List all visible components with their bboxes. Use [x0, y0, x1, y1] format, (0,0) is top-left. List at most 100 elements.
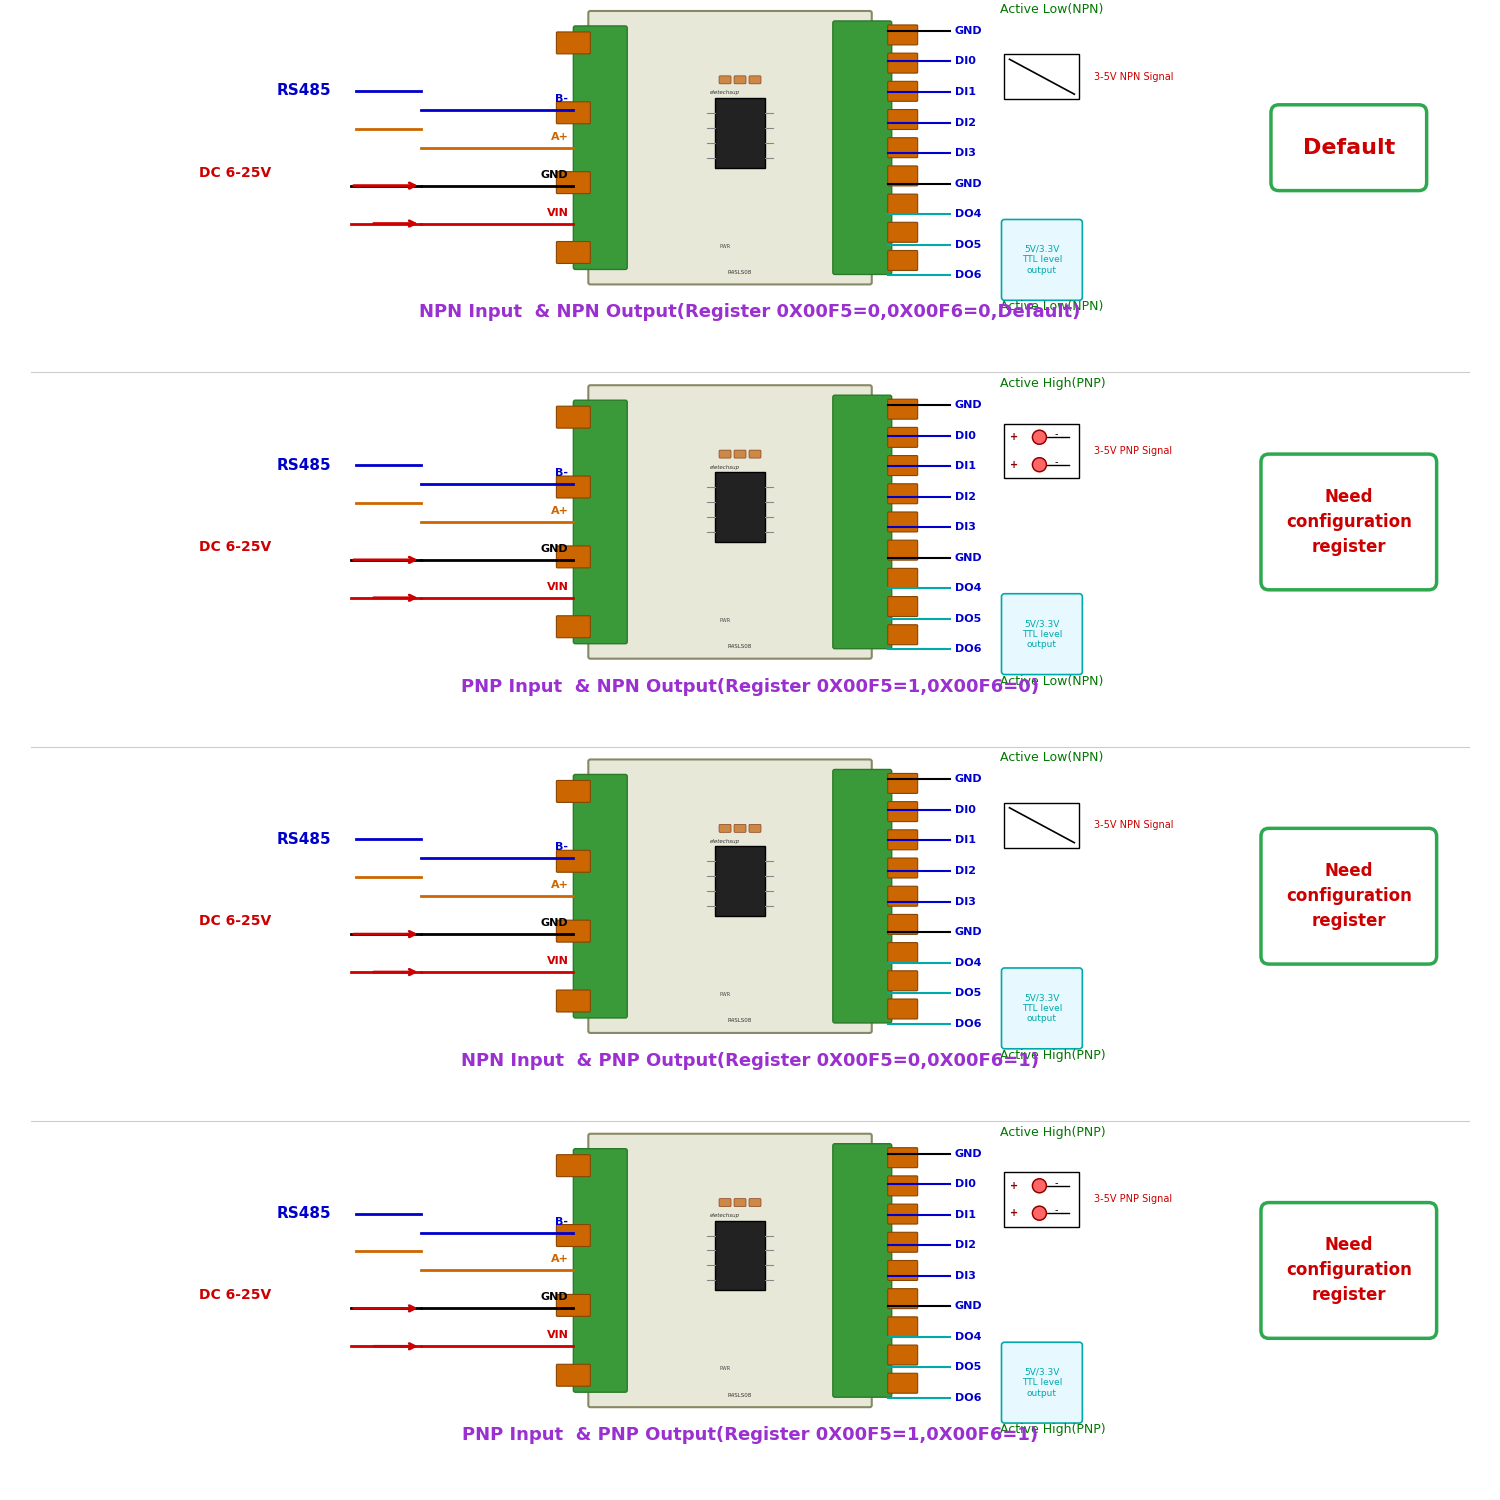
Text: DO4: DO4	[954, 209, 981, 219]
Text: DI0: DI0	[954, 1179, 975, 1190]
FancyBboxPatch shape	[588, 386, 872, 658]
FancyBboxPatch shape	[556, 616, 591, 638]
FancyBboxPatch shape	[888, 1317, 918, 1336]
FancyBboxPatch shape	[888, 251, 918, 270]
FancyBboxPatch shape	[716, 846, 765, 916]
Text: 5V/3.3V
TTL level
output: 5V/3.3V TTL level output	[1022, 1368, 1062, 1398]
FancyBboxPatch shape	[1262, 454, 1437, 590]
Text: DI0: DI0	[954, 57, 975, 66]
FancyBboxPatch shape	[588, 759, 872, 1034]
Text: GND: GND	[954, 178, 982, 189]
Text: B-: B-	[555, 468, 568, 478]
Text: PNP Input  & PNP Output(Register 0X00F5=1,0X00F6=1): PNP Input & PNP Output(Register 0X00F5=1…	[462, 1426, 1038, 1444]
Text: R4SLS08: R4SLS08	[728, 1392, 752, 1398]
Text: PWR: PWR	[720, 992, 730, 998]
Text: 3-5V NPN Signal: 3-5V NPN Signal	[1095, 821, 1174, 830]
FancyBboxPatch shape	[718, 76, 730, 84]
FancyBboxPatch shape	[556, 102, 591, 123]
FancyBboxPatch shape	[748, 450, 760, 458]
FancyBboxPatch shape	[888, 26, 918, 45]
Text: A+: A+	[550, 506, 568, 516]
FancyBboxPatch shape	[556, 850, 591, 873]
Circle shape	[1032, 430, 1047, 444]
FancyBboxPatch shape	[888, 138, 918, 158]
FancyBboxPatch shape	[1270, 105, 1426, 190]
FancyBboxPatch shape	[833, 394, 891, 648]
Text: GND: GND	[540, 1293, 568, 1302]
FancyBboxPatch shape	[1262, 1203, 1437, 1338]
Text: DI0: DI0	[954, 806, 975, 814]
Text: eletechsup: eletechsup	[710, 465, 740, 470]
Text: NPN Input  & PNP Output(Register 0X00F5=0,0X00F6=1): NPN Input & PNP Output(Register 0X00F5=0…	[460, 1052, 1040, 1070]
FancyBboxPatch shape	[556, 920, 591, 942]
FancyBboxPatch shape	[1262, 828, 1437, 964]
FancyBboxPatch shape	[734, 450, 746, 458]
FancyBboxPatch shape	[888, 801, 918, 822]
Text: Active Low(NPN): Active Low(NPN)	[999, 3, 1102, 16]
Text: A+: A+	[550, 132, 568, 141]
Text: +: +	[1011, 432, 1019, 442]
FancyBboxPatch shape	[888, 830, 918, 850]
Text: +: +	[1011, 1208, 1019, 1218]
Text: +: +	[1011, 459, 1019, 470]
Text: DI1: DI1	[954, 87, 975, 98]
Text: DO5: DO5	[954, 1362, 981, 1372]
FancyBboxPatch shape	[888, 568, 918, 588]
FancyBboxPatch shape	[888, 110, 918, 129]
FancyBboxPatch shape	[888, 222, 918, 243]
FancyBboxPatch shape	[888, 512, 918, 532]
FancyBboxPatch shape	[888, 970, 918, 992]
Text: GND: GND	[954, 1302, 982, 1311]
Text: GND: GND	[954, 927, 982, 938]
FancyBboxPatch shape	[556, 1294, 591, 1317]
Text: +: +	[1011, 1180, 1019, 1191]
FancyBboxPatch shape	[573, 1149, 627, 1392]
FancyBboxPatch shape	[734, 1198, 746, 1206]
Text: eletechsup: eletechsup	[710, 1214, 740, 1218]
FancyBboxPatch shape	[888, 915, 918, 934]
Text: RS485: RS485	[276, 833, 332, 848]
Text: GND: GND	[540, 918, 568, 928]
Circle shape	[1032, 458, 1047, 471]
FancyBboxPatch shape	[1005, 423, 1080, 478]
Text: VIN: VIN	[546, 207, 568, 218]
FancyBboxPatch shape	[556, 990, 591, 1012]
FancyBboxPatch shape	[556, 1365, 591, 1386]
Text: R4SLS08: R4SLS08	[728, 1019, 752, 1023]
FancyBboxPatch shape	[716, 1221, 765, 1290]
Text: DC 6-25V: DC 6-25V	[198, 914, 272, 928]
Text: DI3: DI3	[954, 522, 975, 532]
Text: PWR: PWR	[720, 1366, 730, 1371]
FancyBboxPatch shape	[1002, 1342, 1083, 1424]
Text: DI2: DI2	[954, 117, 975, 128]
FancyBboxPatch shape	[734, 76, 746, 84]
Text: RS485: RS485	[276, 458, 332, 472]
Text: VIN: VIN	[546, 1330, 568, 1341]
FancyBboxPatch shape	[716, 98, 765, 168]
FancyBboxPatch shape	[888, 774, 918, 794]
Text: GND: GND	[540, 170, 568, 180]
FancyBboxPatch shape	[718, 450, 730, 458]
Text: DO4: DO4	[954, 1332, 981, 1342]
Text: PWR: PWR	[720, 618, 730, 622]
FancyBboxPatch shape	[888, 399, 918, 418]
Text: RS485: RS485	[276, 1206, 332, 1221]
FancyBboxPatch shape	[556, 171, 591, 194]
Text: DI3: DI3	[954, 1270, 975, 1281]
Text: 5V/3.3V
TTL level
output: 5V/3.3V TTL level output	[1022, 244, 1062, 274]
Text: DO6: DO6	[954, 1019, 981, 1029]
Text: Active Low(NPN): Active Low(NPN)	[999, 675, 1102, 687]
FancyBboxPatch shape	[1002, 219, 1083, 300]
FancyBboxPatch shape	[1005, 802, 1080, 847]
Text: 5V/3.3V
TTL level
output: 5V/3.3V TTL level output	[1022, 993, 1062, 1023]
FancyBboxPatch shape	[888, 1148, 918, 1167]
Text: A+: A+	[550, 880, 568, 890]
Text: VIN: VIN	[546, 956, 568, 966]
FancyBboxPatch shape	[888, 999, 918, 1018]
FancyBboxPatch shape	[888, 81, 918, 102]
FancyBboxPatch shape	[888, 1346, 918, 1365]
FancyBboxPatch shape	[888, 858, 918, 877]
FancyBboxPatch shape	[1002, 594, 1083, 675]
FancyBboxPatch shape	[748, 76, 760, 84]
Text: -: -	[1054, 456, 1058, 466]
